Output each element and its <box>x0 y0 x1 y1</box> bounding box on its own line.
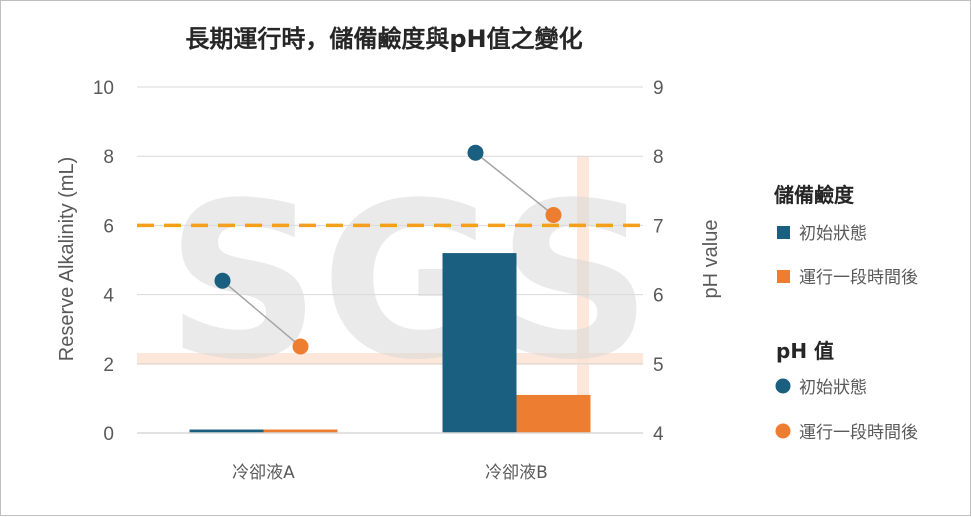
y-tick-label: 2 <box>103 355 114 376</box>
bar-after-1 <box>263 429 338 433</box>
legend-ph-initial-label: 初始狀態 <box>799 378 867 398</box>
ph-connector-line <box>475 152 554 216</box>
chart-title: 長期運行時，儲備鹼度與pH值之變化 <box>185 25 582 53</box>
ph-point-after-2 <box>545 207 562 224</box>
legend-bar-title: 儲備鹼度 <box>774 183 855 207</box>
ph-points <box>214 144 562 355</box>
y-axis-title: Reserve Alkalinity (mL) <box>56 157 78 362</box>
legend-ph-after-label: 運行一段時間後 <box>799 423 918 443</box>
y2-tick-label: 8 <box>653 147 664 168</box>
legend-bar-initial-swatch <box>777 226 790 239</box>
watermark-text: SGS <box>166 156 652 407</box>
y2-tick-label: 4 <box>653 424 664 445</box>
ph-point-initial-2 <box>467 144 484 161</box>
y-tick-label: 6 <box>103 216 114 237</box>
legend-ph-title: pH 值 <box>776 339 834 363</box>
y-tick-label: 0 <box>103 424 114 445</box>
legend-bar-after-label: 運行一段時間後 <box>799 268 918 288</box>
bars <box>189 253 591 433</box>
y2-axis-title: pH value <box>700 220 722 299</box>
axes: 0 2 4 6 8 10 4 5 6 7 8 9 冷卻液A 冷卻液B <box>93 78 664 483</box>
legend-ph-initial-marker <box>775 378 791 394</box>
y2-tick-label: 5 <box>653 355 664 376</box>
bar-initial-2 <box>442 253 517 433</box>
category-label: 冷卻液B <box>485 463 548 483</box>
ph-point-after-1 <box>292 338 309 355</box>
y2-tick-label: 7 <box>653 216 664 237</box>
bar-initial-1 <box>189 429 264 433</box>
y2-tick-label: 6 <box>653 286 664 307</box>
bar-after-2 <box>516 394 591 433</box>
y-tick-label: 4 <box>103 286 114 307</box>
legend-ph-after-marker <box>775 423 791 439</box>
ph-point-initial-1 <box>214 272 231 289</box>
y-tick-label: 8 <box>103 147 114 168</box>
category-label: 冷卻液A <box>232 463 295 483</box>
y-tick-label: 10 <box>93 78 114 99</box>
legend-bar-initial-label: 初始狀態 <box>799 224 867 244</box>
y2-tick-label: 9 <box>653 78 664 99</box>
legend-bar-after-swatch <box>777 270 790 283</box>
watermark-layer: SGS <box>137 156 652 433</box>
ph-connector-line <box>222 280 301 348</box>
legend: 儲備鹼度 初始狀態 運行一段時間後 pH 值 初始狀態 運行一段時間後 <box>774 183 918 443</box>
